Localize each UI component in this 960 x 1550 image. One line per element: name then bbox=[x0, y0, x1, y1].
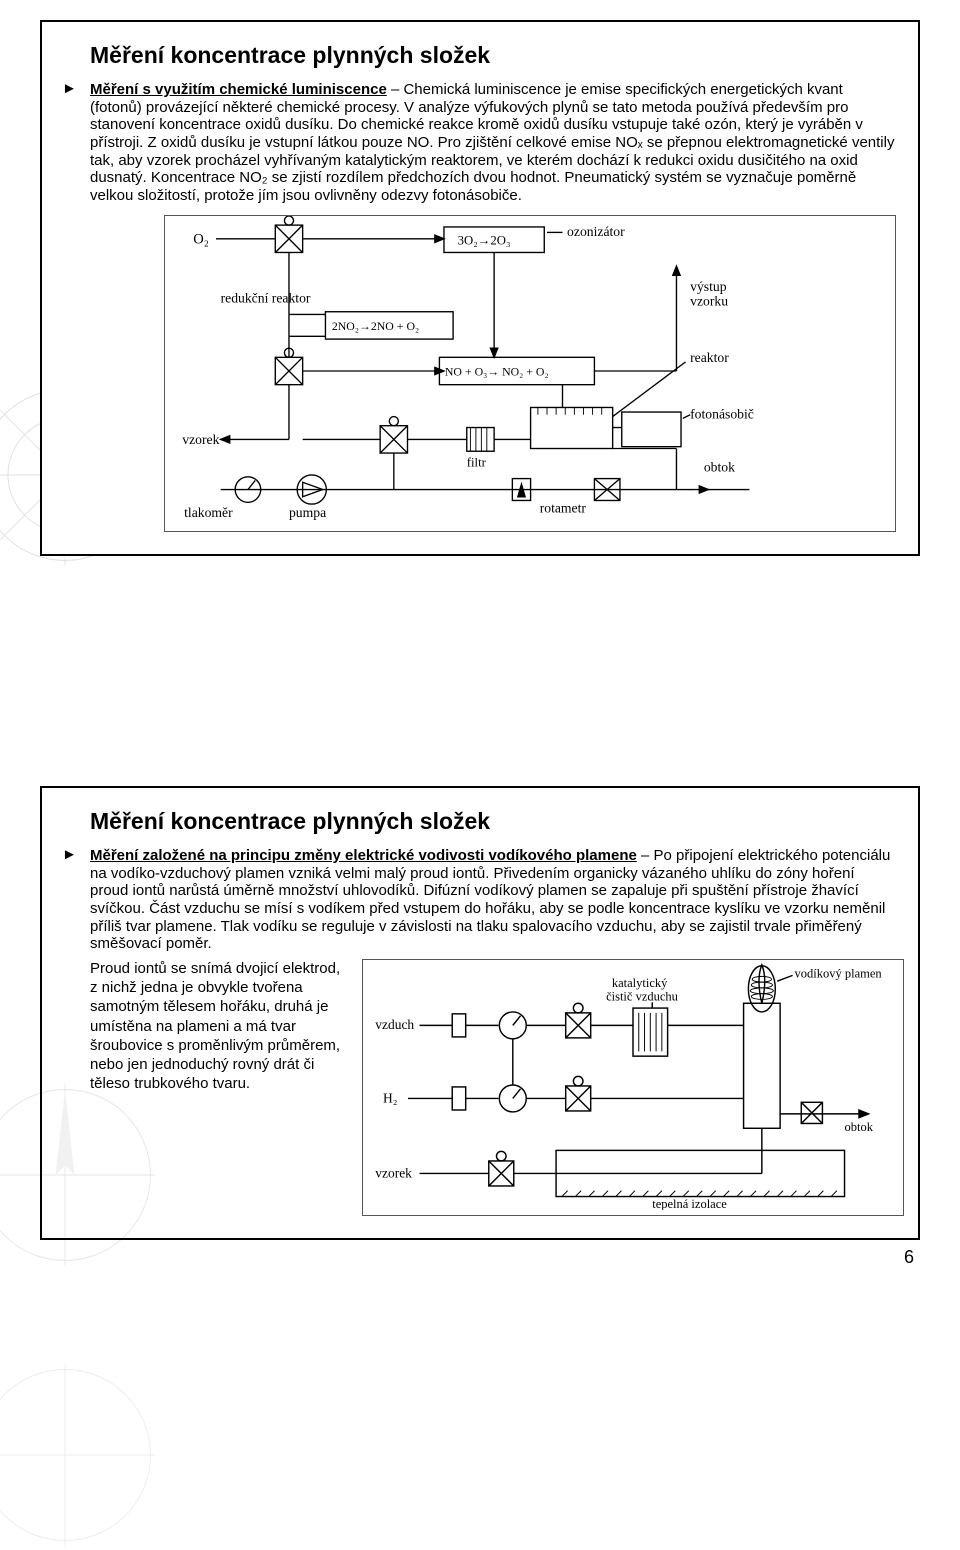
label-obtok2: obtok bbox=[845, 1120, 874, 1134]
label-kat1: katalytický bbox=[612, 976, 668, 990]
panel2-title: Měření koncentrace plynných složek bbox=[90, 808, 896, 835]
panel1-lead: Měření s využitím chemické luminiscence bbox=[90, 81, 387, 98]
panel2-text: Měření založené na principu změny elektr… bbox=[90, 847, 896, 953]
label-vystup1: výstup bbox=[690, 279, 727, 294]
panel2-lead: Měření založené na principu změny elektr… bbox=[90, 847, 637, 864]
bullet-icon: ► bbox=[62, 80, 77, 97]
label-obtok: obtok bbox=[704, 459, 735, 474]
diagram-vodikovy-plamen: vzduch bbox=[362, 959, 904, 1216]
panel2-left-text: Proud iontů se snímá dvojicí elektrod, z… bbox=[90, 959, 350, 1216]
label-vzorek: vzorek bbox=[182, 432, 219, 447]
label-fotonasobic: fotonásobič bbox=[690, 406, 754, 421]
label-vzorek2: vzorek bbox=[375, 1165, 412, 1180]
diagram-luminiscence: O₂ 3O₂→2O₃ ozonizátor bbox=[164, 215, 896, 532]
panel1-title: Měření koncentrace plynných složek bbox=[90, 42, 896, 69]
label-rotametr: rotametr bbox=[540, 500, 587, 515]
label-o2: O₂ bbox=[193, 231, 209, 247]
compass-watermark bbox=[0, 1360, 160, 1550]
label-reaktor: reaktor bbox=[690, 350, 729, 365]
label-rxn3: 2NO₂→2NO + O₂ bbox=[332, 319, 419, 333]
label-rxn1: 3O₂→2O₃ bbox=[458, 233, 511, 247]
label-plamen: vodíkový plamen bbox=[795, 966, 883, 980]
panel1-body: – Chemická luminiscence je emise specifi… bbox=[90, 81, 894, 204]
label-rxn2: NO + O₃→ NO₂ + O₂ bbox=[445, 364, 549, 378]
label-kat2: čistič vzduchu bbox=[606, 989, 679, 1003]
panel-vodikovy-plamen: Měření koncentrace plynných složek ► Měř… bbox=[40, 786, 920, 1240]
label-ozonizator: ozonizátor bbox=[567, 224, 625, 239]
label-izolace: tepelná izolace bbox=[652, 1197, 727, 1210]
page-number: 6 bbox=[904, 1247, 914, 1268]
panel1-text: Měření s využitím chemické luminiscence … bbox=[90, 81, 896, 205]
label-tlakomer: tlakoměr bbox=[184, 505, 233, 520]
label-vystup2: vzorku bbox=[690, 293, 728, 308]
label-vzduch: vzduch bbox=[375, 1017, 414, 1032]
label-redreaktor: redukční reaktor bbox=[221, 290, 311, 305]
bullet-icon: ► bbox=[62, 846, 77, 863]
label-filtr: filtr bbox=[467, 456, 487, 470]
label-h2: H₂ bbox=[383, 1090, 397, 1105]
panel-luminiscence: Měření koncentrace plynných složek ► Měř… bbox=[40, 20, 920, 556]
label-pumpa: pumpa bbox=[289, 505, 326, 520]
